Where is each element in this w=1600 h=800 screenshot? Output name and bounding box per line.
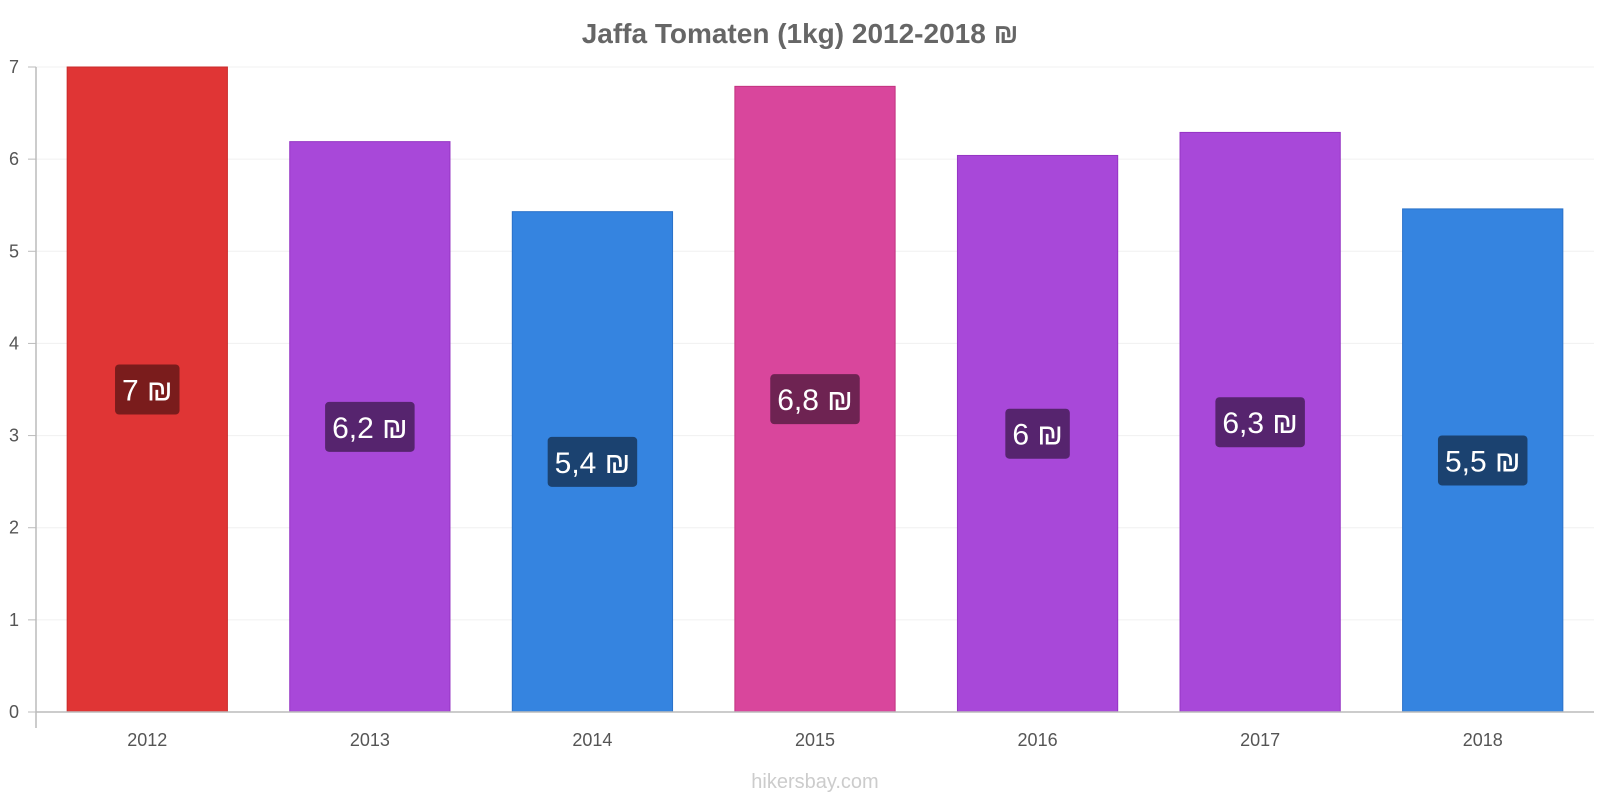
data-label-box <box>1005 408 1070 459</box>
data-label-2016: 6 ₪ <box>1005 408 1070 459</box>
data-label-box <box>770 374 860 425</box>
data-label-text: 6 ₪ <box>1012 419 1063 452</box>
data-label-text: 6,3 ₪ <box>1222 407 1298 440</box>
data-label-box <box>115 364 180 415</box>
y-tick-label: 1 <box>9 610 19 630</box>
chart-title: Jaffa Tomaten (1kg) 2012-2018 ₪ <box>582 18 1019 49</box>
data-label-2015: 6,8 ₪ <box>770 374 860 425</box>
data-label-box <box>1215 397 1305 448</box>
data-label-box <box>1437 435 1528 486</box>
x-tick-label: 2013 <box>350 730 390 750</box>
x-tick-label: 2012 <box>127 730 167 750</box>
data-label-text: 5,4 ₪ <box>555 447 631 480</box>
data-label-2014: 5,4 ₪ <box>547 436 638 487</box>
data-label-2013: 6,2 ₪ <box>325 401 415 452</box>
x-tick-label: 2016 <box>1018 730 1058 750</box>
data-label-box <box>547 436 638 487</box>
x-tick-label: 2014 <box>572 730 612 750</box>
x-tick-label: 2017 <box>1240 730 1280 750</box>
y-tick-label: 6 <box>9 149 19 169</box>
watermark: hikersbay.com <box>751 771 878 793</box>
data-label-2018: 5,5 ₪ <box>1437 435 1528 486</box>
y-tick-label: 3 <box>9 426 19 446</box>
data-label-2017: 6,3 ₪ <box>1215 397 1305 448</box>
y-tick-label: 5 <box>9 241 19 261</box>
y-tick-label: 4 <box>9 333 19 353</box>
data-label-text: 6,8 ₪ <box>777 384 853 417</box>
data-labels: 7 ₪ 6,2 ₪ 5,4 ₪ 6,8 ₪ 6 ₪ 6,3 ₪ 5,5 ₪ <box>115 364 1528 487</box>
data-label-text: 6,2 ₪ <box>332 412 408 445</box>
bars <box>66 66 1564 713</box>
axes <box>35 67 1594 728</box>
y-tick-label: 0 <box>9 702 19 722</box>
x-tick-labels: 2012 2013 2014 2015 2016 2017 2018 <box>127 730 1502 750</box>
data-label-text: 5,5 ₪ <box>1445 445 1521 478</box>
data-label-2012: 7 ₪ <box>115 364 180 415</box>
x-tick-label: 2018 <box>1463 730 1503 750</box>
y-tick-label: 7 <box>9 57 19 77</box>
y-tick-labels: 0 1 2 3 4 5 6 7 <box>9 57 19 722</box>
y-tick-label: 2 <box>9 518 19 538</box>
x-tick-label: 2015 <box>795 730 835 750</box>
data-label-text: 7 ₪ <box>122 375 173 408</box>
data-label-box <box>325 401 415 452</box>
